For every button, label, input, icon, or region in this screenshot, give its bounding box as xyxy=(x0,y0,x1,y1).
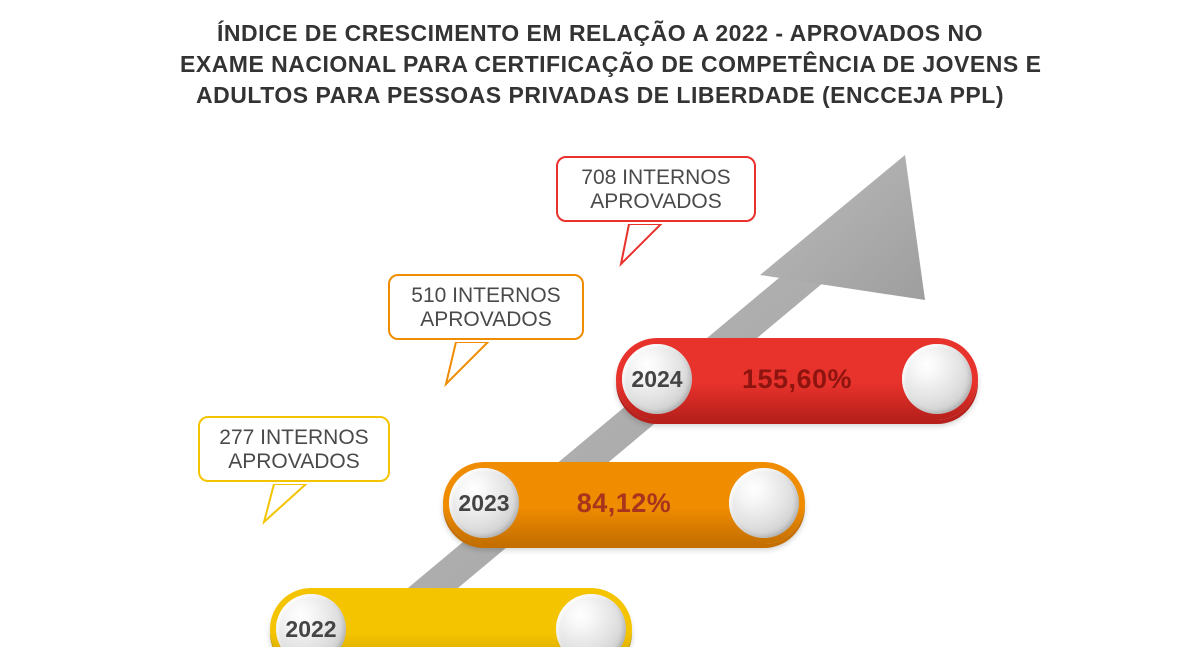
step-pill-2024: 2024 155,60% xyxy=(616,338,978,420)
callout-tail-icon xyxy=(605,224,675,274)
callout-approved: APROVADOS xyxy=(214,450,374,474)
step-pill-2023: 2023 84,12% xyxy=(443,462,805,544)
callout-tail-icon xyxy=(432,342,502,392)
callout-2023: 510 INTERNOS APROVADOS xyxy=(388,274,584,340)
callout-approved: APROVADOS xyxy=(572,190,740,214)
end-circle xyxy=(729,468,799,538)
chart-title: ÍNDICE DE CRESCIMENTO EM RELAÇÃO A 2022 … xyxy=(180,18,1020,111)
callout-2024: 708 INTERNOS APROVADOS xyxy=(556,156,756,222)
year-label: 2023 xyxy=(449,468,519,538)
year-label: 2022 xyxy=(276,594,346,647)
callout-count: 277 INTERNOS xyxy=(214,426,374,450)
callout-count: 708 INTERNOS xyxy=(572,166,740,190)
callout-count: 510 INTERNOS xyxy=(404,284,568,308)
infographic-canvas: ÍNDICE DE CRESCIMENTO EM RELAÇÃO A 2022 … xyxy=(0,0,1200,647)
title-line-3: ADULTOS PARA PESSOAS PRIVADAS DE LIBERDA… xyxy=(180,80,1020,111)
percent-label: 84,12% xyxy=(533,462,715,544)
year-label: 2024 xyxy=(622,344,692,414)
callout-tail-icon xyxy=(246,484,316,534)
callout-approved: APROVADOS xyxy=(404,308,568,332)
title-line-2: EXAME NACIONAL PARA CERTIFICAÇÃO DE COMP… xyxy=(180,49,1020,80)
title-line-1: ÍNDICE DE CRESCIMENTO EM RELAÇÃO A 2022 … xyxy=(180,18,1020,49)
step-pill-2022: 2022 xyxy=(270,588,632,647)
percent-label: 155,60% xyxy=(706,338,888,420)
end-circle xyxy=(902,344,972,414)
callout-2022: 277 INTERNOS APROVADOS xyxy=(198,416,390,482)
end-circle xyxy=(556,594,626,647)
percent-label xyxy=(360,588,542,647)
